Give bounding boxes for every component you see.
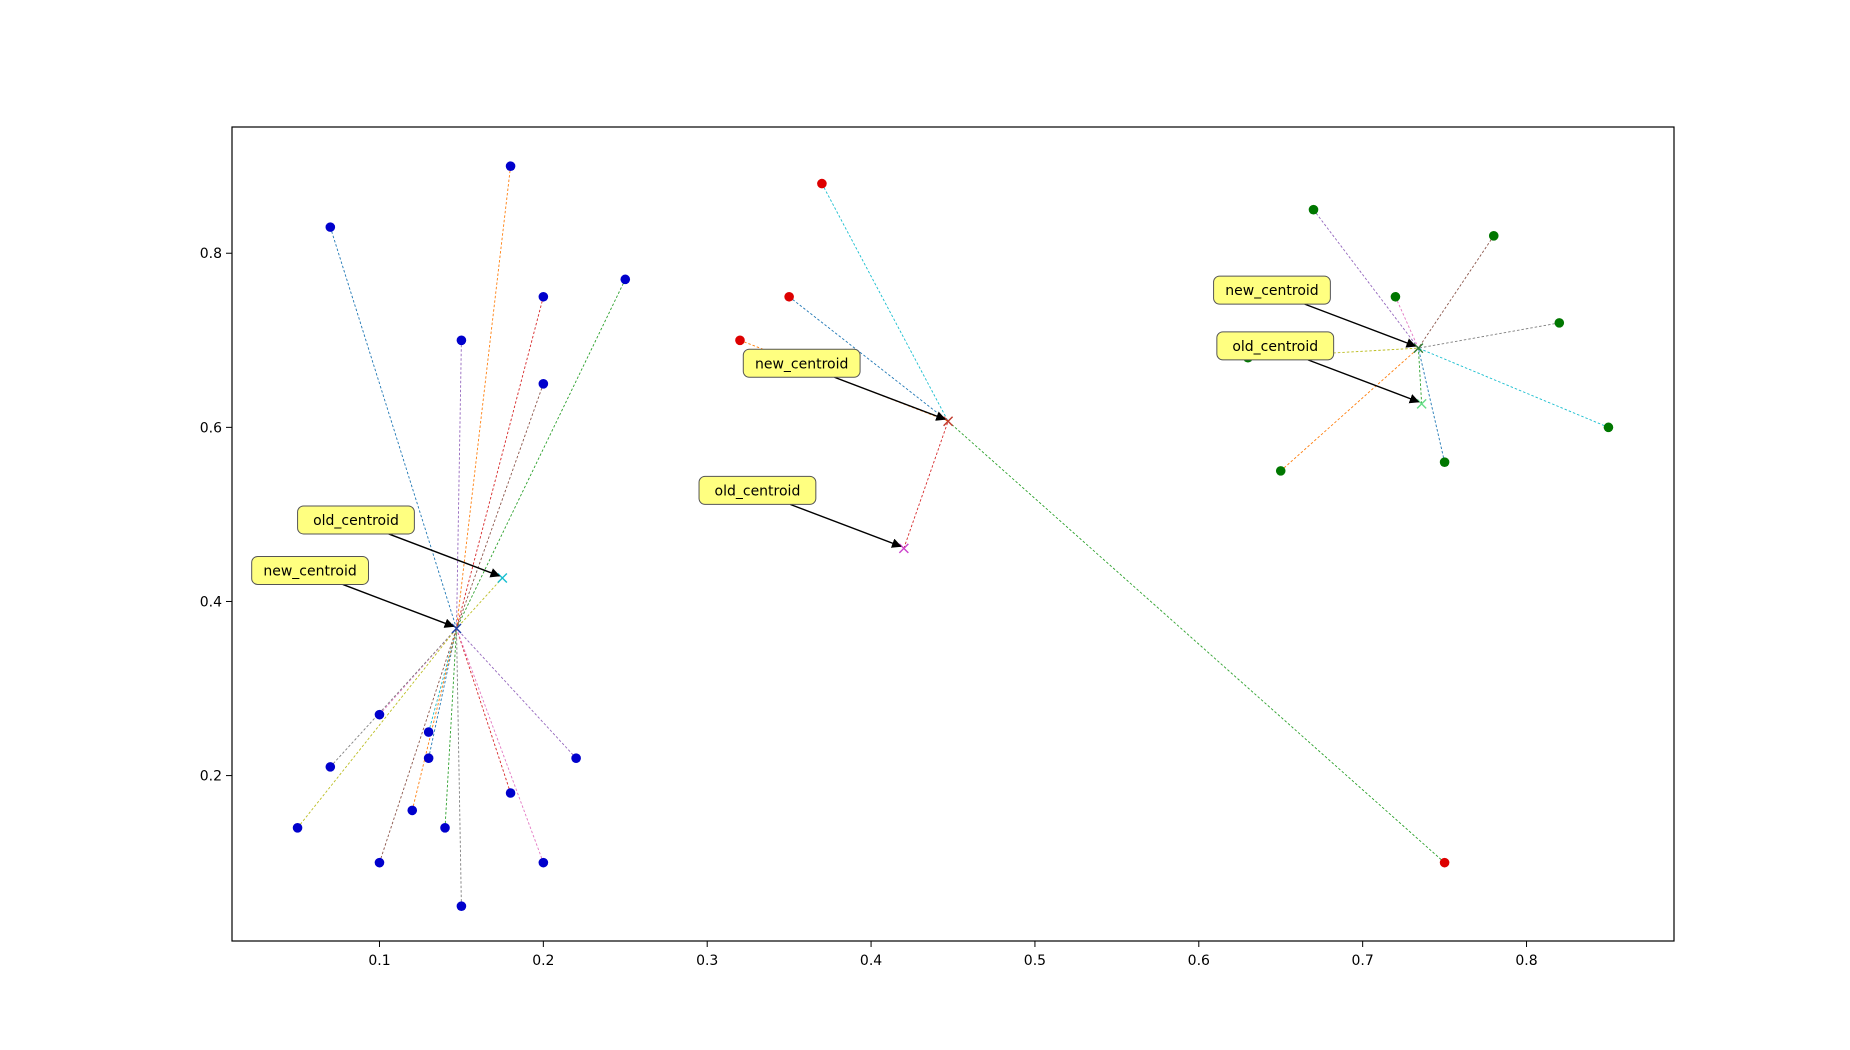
data-point — [620, 274, 631, 285]
annotation-box — [251, 555, 369, 585]
data-point — [292, 823, 303, 833]
distance-line — [444, 628, 457, 828]
data-point — [423, 727, 434, 737]
distance-line — [456, 628, 577, 759]
distance-line — [297, 628, 457, 829]
data-point — [1439, 857, 1450, 868]
data-point — [538, 857, 549, 868]
x-tick-label: 0.5 — [1024, 953, 1046, 969]
old-centroid-annotation: old_centroid — [698, 475, 902, 548]
distance-line — [947, 420, 1445, 863]
data-point — [440, 823, 450, 833]
x-tick-label: 0.6 — [1188, 953, 1210, 969]
distance-line — [1280, 347, 1419, 472]
data-point — [423, 753, 434, 763]
data-point — [735, 335, 745, 346]
distance-line — [456, 340, 462, 629]
data-point — [1488, 231, 1499, 241]
data-point — [407, 805, 418, 816]
new-centroid-annotation: new_centroid — [1213, 275, 1417, 348]
annotation-label: new_centroid — [263, 563, 356, 579]
y-tick-label: 0.4 — [200, 594, 222, 610]
annotation-label: old_centroid — [715, 483, 801, 499]
distance-line — [379, 628, 457, 863]
distance-line — [456, 279, 626, 629]
data-point — [1390, 291, 1401, 302]
centroid-annotations: old_centroid new_centroid old_centroid new_… — [251, 275, 1420, 628]
centroid-shift-line — [456, 577, 503, 629]
annotation-box — [1213, 275, 1331, 305]
distance-line — [1418, 322, 1560, 349]
new-centroid-annotation: new_centroid — [251, 555, 455, 628]
distance-line — [456, 628, 544, 863]
data-point — [1439, 457, 1450, 467]
x-tick-label: 0.7 — [1352, 953, 1374, 969]
x-tick-label: 0.8 — [1515, 953, 1537, 969]
annotation-label: new_centroid — [755, 356, 848, 372]
annotation-label: old_centroid — [313, 513, 399, 529]
x-tick-label: 0.1 — [368, 953, 390, 969]
data-point — [1603, 422, 1614, 433]
distance-line — [456, 296, 544, 629]
x-tick-label: 0.2 — [532, 953, 554, 969]
data-point — [325, 222, 336, 232]
annotation-box — [1216, 331, 1335, 361]
annotation-arrow — [834, 376, 947, 421]
distance-line — [1418, 347, 1609, 428]
data-point — [784, 291, 794, 302]
distance-line — [788, 296, 949, 422]
distance-line — [1417, 235, 1495, 349]
data-point — [456, 901, 467, 911]
annotation-arrow — [789, 503, 902, 548]
data-point — [1554, 318, 1565, 328]
new-centroid-annotation: new_centroid — [742, 348, 947, 421]
distance-line — [1313, 209, 1419, 349]
data-point — [505, 788, 516, 798]
data-point — [817, 178, 827, 189]
annotation-box — [297, 505, 415, 535]
x-axis: 0.1 0.2 0.3 0.4 0.5 0.6 0.7 0.8 — [368, 941, 1538, 969]
annotation-arrow — [1307, 359, 1420, 404]
data-point — [571, 753, 581, 763]
annotation-box — [742, 348, 861, 378]
distance-line — [456, 166, 512, 629]
data-point — [1275, 466, 1286, 476]
x-tick-label: 0.4 — [860, 953, 882, 969]
y-tick-label: 0.6 — [200, 420, 222, 436]
data-point — [505, 161, 516, 171]
annotation-arrow — [1304, 303, 1417, 348]
data-point — [325, 762, 336, 772]
old-centroid-annotation: old_centroid — [297, 505, 501, 578]
data-point — [374, 709, 385, 720]
annotation-box — [698, 475, 817, 505]
y-axis: 0.2 0.4 0.6 0.8 — [200, 246, 232, 785]
data-point — [1308, 204, 1319, 215]
distance-line — [456, 628, 462, 907]
annotation-label: old_centroid — [1232, 339, 1318, 355]
data-point — [538, 379, 549, 389]
old-centroid-annotation: old_centroid — [1216, 331, 1420, 404]
annotation-label: new_centroid — [1225, 283, 1318, 299]
data-point — [374, 857, 385, 868]
y-tick-label: 0.8 — [200, 246, 222, 262]
data-point — [456, 335, 467, 346]
centroid-shift-line — [1417, 348, 1423, 404]
annotation-arrow — [342, 583, 455, 628]
distance-line — [456, 628, 511, 794]
x-tick-label: 0.3 — [696, 953, 718, 969]
data-point — [538, 291, 549, 302]
data-points — [292, 161, 1614, 911]
y-tick-label: 0.2 — [200, 769, 222, 785]
annotation-arrow — [388, 533, 501, 578]
distance-line — [1417, 348, 1446, 463]
plot-area-frame — [231, 126, 1675, 942]
distance-line — [456, 383, 544, 629]
